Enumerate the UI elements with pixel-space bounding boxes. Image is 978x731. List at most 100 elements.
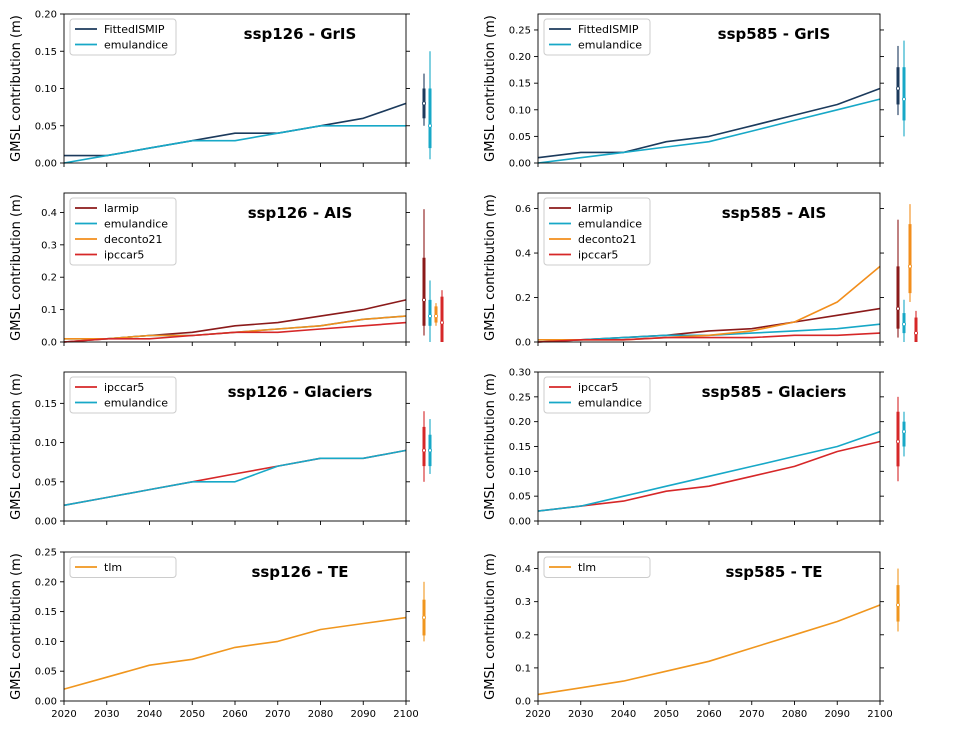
legend: FittedISMIP emulandice bbox=[543, 18, 651, 56]
legend: larmip emulandice deconto21 ipccar5 bbox=[543, 197, 651, 266]
x-tick-label: 2090 bbox=[825, 709, 850, 720]
subplot-6: 0.00 0.05 0.10 0.15 0.20 0.25 2020 2030 2040 2050… bbox=[9, 548, 426, 720]
legend-box bbox=[69, 376, 177, 414]
legend-box bbox=[543, 197, 651, 266]
x-tick-label: 2100 bbox=[393, 709, 418, 720]
legend-label-emulandice: emulandice bbox=[578, 218, 642, 231]
y-axis-label: GMSL contribution (m) bbox=[483, 373, 498, 520]
series-line-emulandice bbox=[63, 449, 407, 507]
subplot-title: ssp126 - TE bbox=[251, 563, 348, 581]
range-bar-emulandice bbox=[902, 299, 907, 342]
series-line-emulandice bbox=[64, 315, 407, 340]
legend-label-emulandice: emulandice bbox=[104, 218, 168, 231]
y-tick-label: 0.15 bbox=[35, 607, 57, 618]
range-bar-ipccar5 bbox=[914, 310, 919, 342]
y-tick-label: 0.2 bbox=[515, 293, 531, 304]
y-tick-label: 0.2 bbox=[515, 630, 531, 641]
x-tick-label: 2020 bbox=[525, 709, 550, 720]
subplot-0: 0.00 0.05 0.10 0.15 0.20 GMSL contribution (m… bbox=[9, 10, 432, 170]
x-tick-label: 2070 bbox=[739, 709, 764, 720]
y-tick-label: 0.00 bbox=[35, 697, 57, 708]
legend-label-FittedISMIP: FittedISMIP bbox=[578, 23, 639, 36]
range-bar-emulandice bbox=[902, 40, 907, 137]
series-line-emulandice bbox=[63, 125, 406, 164]
series-line-ipccar5 bbox=[63, 321, 407, 343]
legend-label-emulandice: emulandice bbox=[578, 39, 642, 52]
range-bar-emulandice bbox=[427, 51, 432, 160]
y-tick-label: 0.3 bbox=[515, 597, 531, 608]
y-tick-label: 0.0 bbox=[515, 338, 531, 349]
x-tick-label: 2080 bbox=[308, 709, 333, 720]
legend-label-tlm: tlm bbox=[578, 561, 596, 574]
median-marker bbox=[421, 101, 426, 106]
series-line-deconto21 bbox=[64, 315, 407, 340]
y-tick-label: 0.00 bbox=[35, 517, 57, 528]
range-bar-tlm bbox=[421, 581, 426, 642]
y-tick-label: 0.4 bbox=[515, 564, 531, 575]
y-axis-label: GMSL contribution (m) bbox=[483, 194, 498, 341]
range-bar-FittedISMIP bbox=[421, 73, 426, 126]
y-tick-label: 0.05 bbox=[35, 477, 57, 488]
x-tick-label: 2020 bbox=[51, 709, 76, 720]
y-tick-label: 0.15 bbox=[35, 47, 57, 58]
series-line-ipccar5 bbox=[537, 440, 881, 512]
legend-label-ipccar5: ipccar5 bbox=[104, 381, 144, 394]
series-line-tlm bbox=[63, 616, 407, 690]
median-marker bbox=[902, 429, 907, 434]
legend: FittedISMIP emulandice bbox=[69, 18, 177, 56]
range-bar-ipccar5 bbox=[421, 411, 426, 482]
subplot-7: 0.0 0.1 0.2 0.3 0.4 2020 2030 2040 2050 2060 2070 2… bbox=[483, 551, 901, 720]
subplot-title: ssp585 - AIS bbox=[722, 204, 827, 222]
y-axis-label: GMSL contribution (m) bbox=[9, 373, 24, 520]
y-axis-label: GMSL contribution (m) bbox=[483, 553, 498, 700]
y-tick-label: 0.05 bbox=[509, 492, 531, 503]
y-tick-label: 0.10 bbox=[509, 467, 531, 478]
range-bar-deconto21 bbox=[433, 303, 438, 326]
subplot-2: 0.0 0.1 0.2 0.3 0.4 GMSL contribution (m) ssp1… bbox=[9, 192, 444, 349]
x-tick-label: 2040 bbox=[611, 709, 636, 720]
y-tick-label: 0.10 bbox=[35, 438, 57, 449]
series-line-FittedISMIP bbox=[537, 87, 881, 159]
subplot-title: ssp585 - GrIS bbox=[718, 25, 831, 43]
y-tick-label: 0.4 bbox=[41, 208, 57, 219]
y-tick-label: 0.00 bbox=[509, 517, 531, 528]
range-bar-ipccar5 bbox=[439, 290, 444, 342]
legend: tlm bbox=[69, 556, 177, 578]
y-tick-label: 0.2 bbox=[41, 273, 57, 284]
legend-label-emulandice: emulandice bbox=[578, 397, 642, 410]
range-bar-larmip bbox=[421, 209, 426, 336]
median-marker bbox=[896, 86, 901, 91]
legend-box bbox=[69, 556, 177, 578]
median-marker bbox=[896, 306, 901, 311]
subplot-title: ssp126 - Glaciers bbox=[228, 383, 373, 401]
legend-label-ipccar5: ipccar5 bbox=[578, 381, 618, 394]
y-tick-label: 0.20 bbox=[35, 10, 57, 21]
median-marker bbox=[427, 448, 432, 453]
y-tick-label: 0.1 bbox=[41, 305, 57, 316]
y-tick-label: 0.05 bbox=[35, 667, 57, 678]
median-marker bbox=[439, 320, 444, 325]
x-tick-label: 2060 bbox=[696, 709, 721, 720]
range-bar-deconto21 bbox=[908, 204, 913, 302]
median-marker bbox=[914, 331, 919, 336]
legend-label-FittedISMIP: FittedISMIP bbox=[104, 23, 165, 36]
median-marker bbox=[908, 264, 913, 269]
y-tick-label: 0.3 bbox=[41, 240, 57, 251]
range-bar-emulandice bbox=[902, 411, 907, 457]
x-tick-label: 2090 bbox=[351, 709, 376, 720]
y-tick-label: 0.25 bbox=[509, 25, 531, 36]
median-marker bbox=[902, 97, 907, 102]
x-tick-label: 2030 bbox=[568, 709, 593, 720]
subplot-5: 0.00 0.05 0.10 0.15 0.20 0.25 0.30 GMSL contrib… bbox=[483, 368, 907, 528]
median-marker bbox=[427, 123, 432, 128]
median-marker bbox=[421, 615, 426, 620]
legend-label-deconto21: deconto21 bbox=[578, 233, 637, 246]
range-bar-tlm bbox=[896, 568, 901, 632]
y-axis-label: GMSL contribution (m) bbox=[9, 15, 24, 162]
legend: tlm bbox=[543, 556, 651, 578]
range-bar-larmip bbox=[896, 219, 901, 338]
median-marker bbox=[421, 297, 426, 302]
subplot-title: ssp126 - GrIS bbox=[244, 25, 357, 43]
series-line-ipccar5 bbox=[537, 332, 881, 343]
